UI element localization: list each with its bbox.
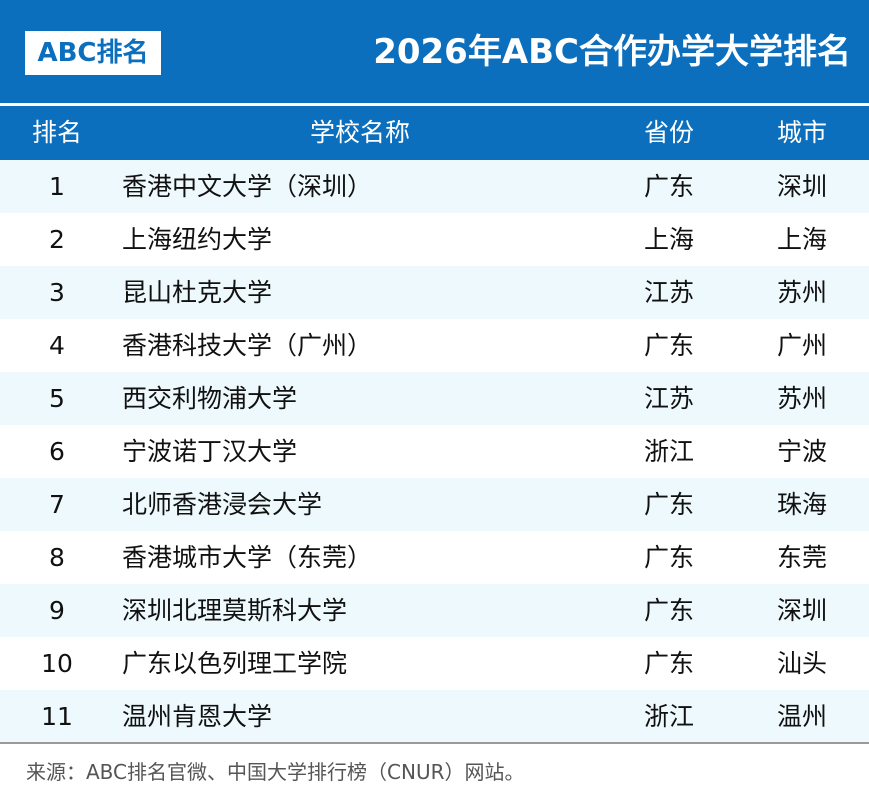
province-cell: 上海 [643,225,694,254]
footer-source: 来源：ABC排名官微、中国大学排行榜（CNUR）网站。 [26,760,525,784]
city-cell: 东莞 [776,543,827,572]
table-row: 3 昆山杜克大学 江苏 苏州 [0,266,869,319]
rank-cell: 2 [49,225,65,254]
school-cell: 昆山杜克大学 [122,278,273,307]
school-cell: 香港城市大学（东莞） [122,543,373,572]
rank-cell: 10 [41,649,73,678]
rank-cell: 11 [41,702,73,731]
city-cell: 宁波 [776,437,827,466]
column-header: 城市 [776,118,827,147]
table-row: 2 上海纽约大学 上海 上海 [0,213,869,266]
table-header: 排名 学校名称 省份 城市 [0,106,869,160]
header-band: ABC排名 2026年ABC合作办学大学排名 [0,0,869,103]
table-row: 5 西交利物浦大学 江苏 苏州 [0,372,869,425]
province-cell: 广东 [643,172,694,201]
table-row: 7 北师香港浸会大学 广东 珠海 [0,478,869,531]
city-cell: 上海 [776,225,827,254]
school-cell: 香港科技大学（广州） [122,331,373,360]
rank-cell: 7 [49,490,65,519]
city-cell: 苏州 [776,278,827,307]
city-cell: 广州 [776,331,827,360]
province-cell: 广东 [643,543,694,572]
school-cell: 宁波诺丁汉大学 [122,437,298,466]
rank-cell: 6 [49,437,65,466]
province-cell: 浙江 [643,437,694,466]
school-cell: 北师香港浸会大学 [122,490,323,519]
column-header: 学校名称 [309,118,410,147]
province-cell: 江苏 [643,278,694,307]
province-cell: 广东 [643,490,694,519]
rank-cell: 1 [49,172,65,201]
province-cell: 广东 [643,649,694,678]
province-cell: 浙江 [643,702,694,731]
table-row: 10 广东以色列理工学院 广东 汕头 [0,637,869,690]
table-row: 8 香港城市大学（东莞） 广东 东莞 [0,531,869,584]
rank-cell: 4 [49,331,65,360]
school-cell: 上海纽约大学 [122,225,273,254]
table-row: 1 香港中文大学（深圳） 广东 深圳 [0,160,869,213]
school-cell: 温州肯恩大学 [122,702,273,731]
city-cell: 深圳 [776,172,827,201]
rank-cell: 9 [49,596,65,625]
table-row: 11 温州肯恩大学 浙江 温州 [0,690,869,743]
rank-cell: 3 [49,278,65,307]
city-cell: 深圳 [776,596,827,625]
school-cell: 深圳北理莫斯科大学 [122,596,348,625]
province-cell: 广东 [643,331,694,360]
rank-cell: 5 [49,384,65,413]
logo: ABC排名 [25,31,161,75]
city-cell: 苏州 [776,384,827,413]
city-cell: 珠海 [776,490,827,519]
school-cell: 香港中文大学（深圳） [122,172,373,201]
table-row: 9 深圳北理莫斯科大学 广东 深圳 [0,584,869,637]
city-cell: 温州 [776,702,827,731]
footer-rule [0,742,869,744]
column-header: 排名 [31,118,82,147]
title: 2026年ABC合作办学大学排名 [373,32,851,72]
table-row: 4 香港科技大学（广州） 广东 广州 [0,319,869,372]
school-cell: 广东以色列理工学院 [122,649,348,678]
rank-cell: 8 [49,543,65,572]
school-cell: 西交利物浦大学 [122,384,298,413]
province-cell: 广东 [643,596,694,625]
province-cell: 江苏 [643,384,694,413]
table-row: 6 宁波诺丁汉大学 浙江 宁波 [0,425,869,478]
column-header: 省份 [643,118,694,147]
city-cell: 汕头 [776,649,827,678]
